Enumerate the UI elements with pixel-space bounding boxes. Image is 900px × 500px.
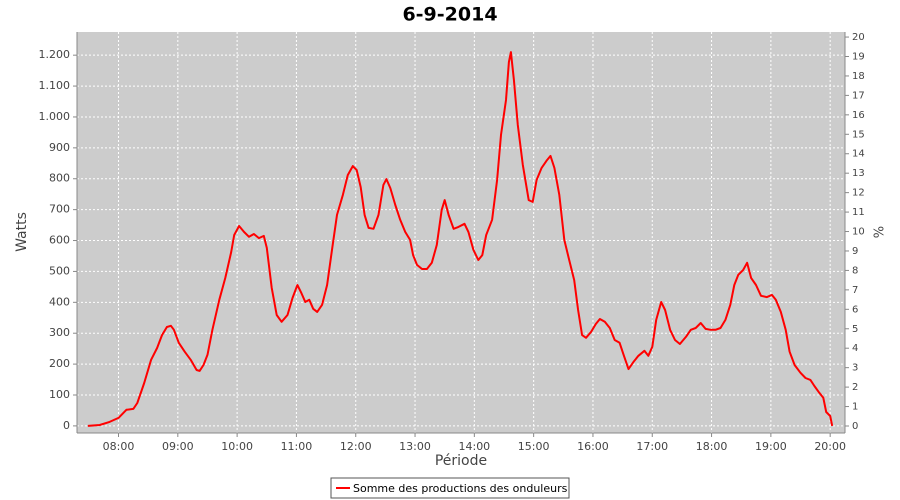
y2-tick-label: 10 [852,227,865,238]
x-tick-label: 16:00 [577,440,609,453]
y-tick-label: 800 [49,172,70,185]
x-tick-label: 10:00 [221,440,253,453]
x-tick-label: 12:00 [340,440,372,453]
y2-tick-label: 3 [852,363,858,374]
y2-tick-label: 17 [852,90,865,101]
y-tick-label: 500 [49,264,70,277]
y2-tick-label: 13 [852,168,865,179]
y2-axis-label: % [873,226,888,238]
legend [330,477,570,499]
y2-tick-label: 4 [852,343,858,354]
y2-tick-label: 14 [852,149,865,160]
y-tick-label: 1.200 [39,48,71,61]
y2-tick-label: 6 [852,304,858,315]
y2-tick-label: 19 [852,52,865,63]
legend-label: Somme des productions des onduleurs [353,482,568,495]
y2-tick-label: 11 [852,207,865,218]
x-tick-label: 18:00 [696,440,728,453]
y2-tick-label: 16 [852,110,865,121]
x-tick-label: 11:00 [281,440,313,453]
y-tick-label: 100 [49,388,70,401]
chart-title: 6-9-2014 [402,4,497,26]
y-tick-label: 300 [49,326,70,339]
y2-tick-label: 9 [852,246,858,257]
y2-tick-label: 8 [852,265,858,276]
x-tick-label: 20:00 [814,440,846,453]
x-tick-label: 17:00 [636,440,668,453]
y2-tick-label: 0 [852,421,858,432]
x-tick-label: 13:00 [399,440,431,453]
y2-tick-label: 2 [852,382,858,393]
y-tick-label: 400 [49,295,70,308]
x-tick-label: 14:00 [458,440,490,453]
x-tick-label: 08:00 [103,440,135,453]
y2-tick-label: 5 [852,324,858,335]
y-tick-label: 1.000 [39,110,71,123]
y-tick-label: 200 [49,357,70,370]
y-tick-label: 600 [49,234,70,247]
y2-tick-label: 15 [852,129,865,140]
plot-area [77,32,845,433]
y-tick-label: 0 [63,419,70,432]
y2-tick-label: 18 [852,71,865,82]
grid [77,32,845,433]
y-tick-label: 1.100 [39,79,71,92]
line-series [87,51,834,427]
y2-tick-label: 20 [852,32,865,43]
y2-tick-label: 1 [852,402,858,413]
x-tick-label: 19:00 [755,440,787,453]
y-axis-label: Watts [14,212,30,252]
y2-tick-label: 7 [852,285,858,296]
y2-tick-label: 12 [852,188,865,199]
x-tick-label: 09:00 [162,440,194,453]
x-axis-label: Période [435,453,487,469]
x-tick-label: 15:00 [518,440,550,453]
marks [87,51,834,427]
y-tick-label: 900 [49,141,70,154]
y-tick-label: 700 [49,203,70,216]
